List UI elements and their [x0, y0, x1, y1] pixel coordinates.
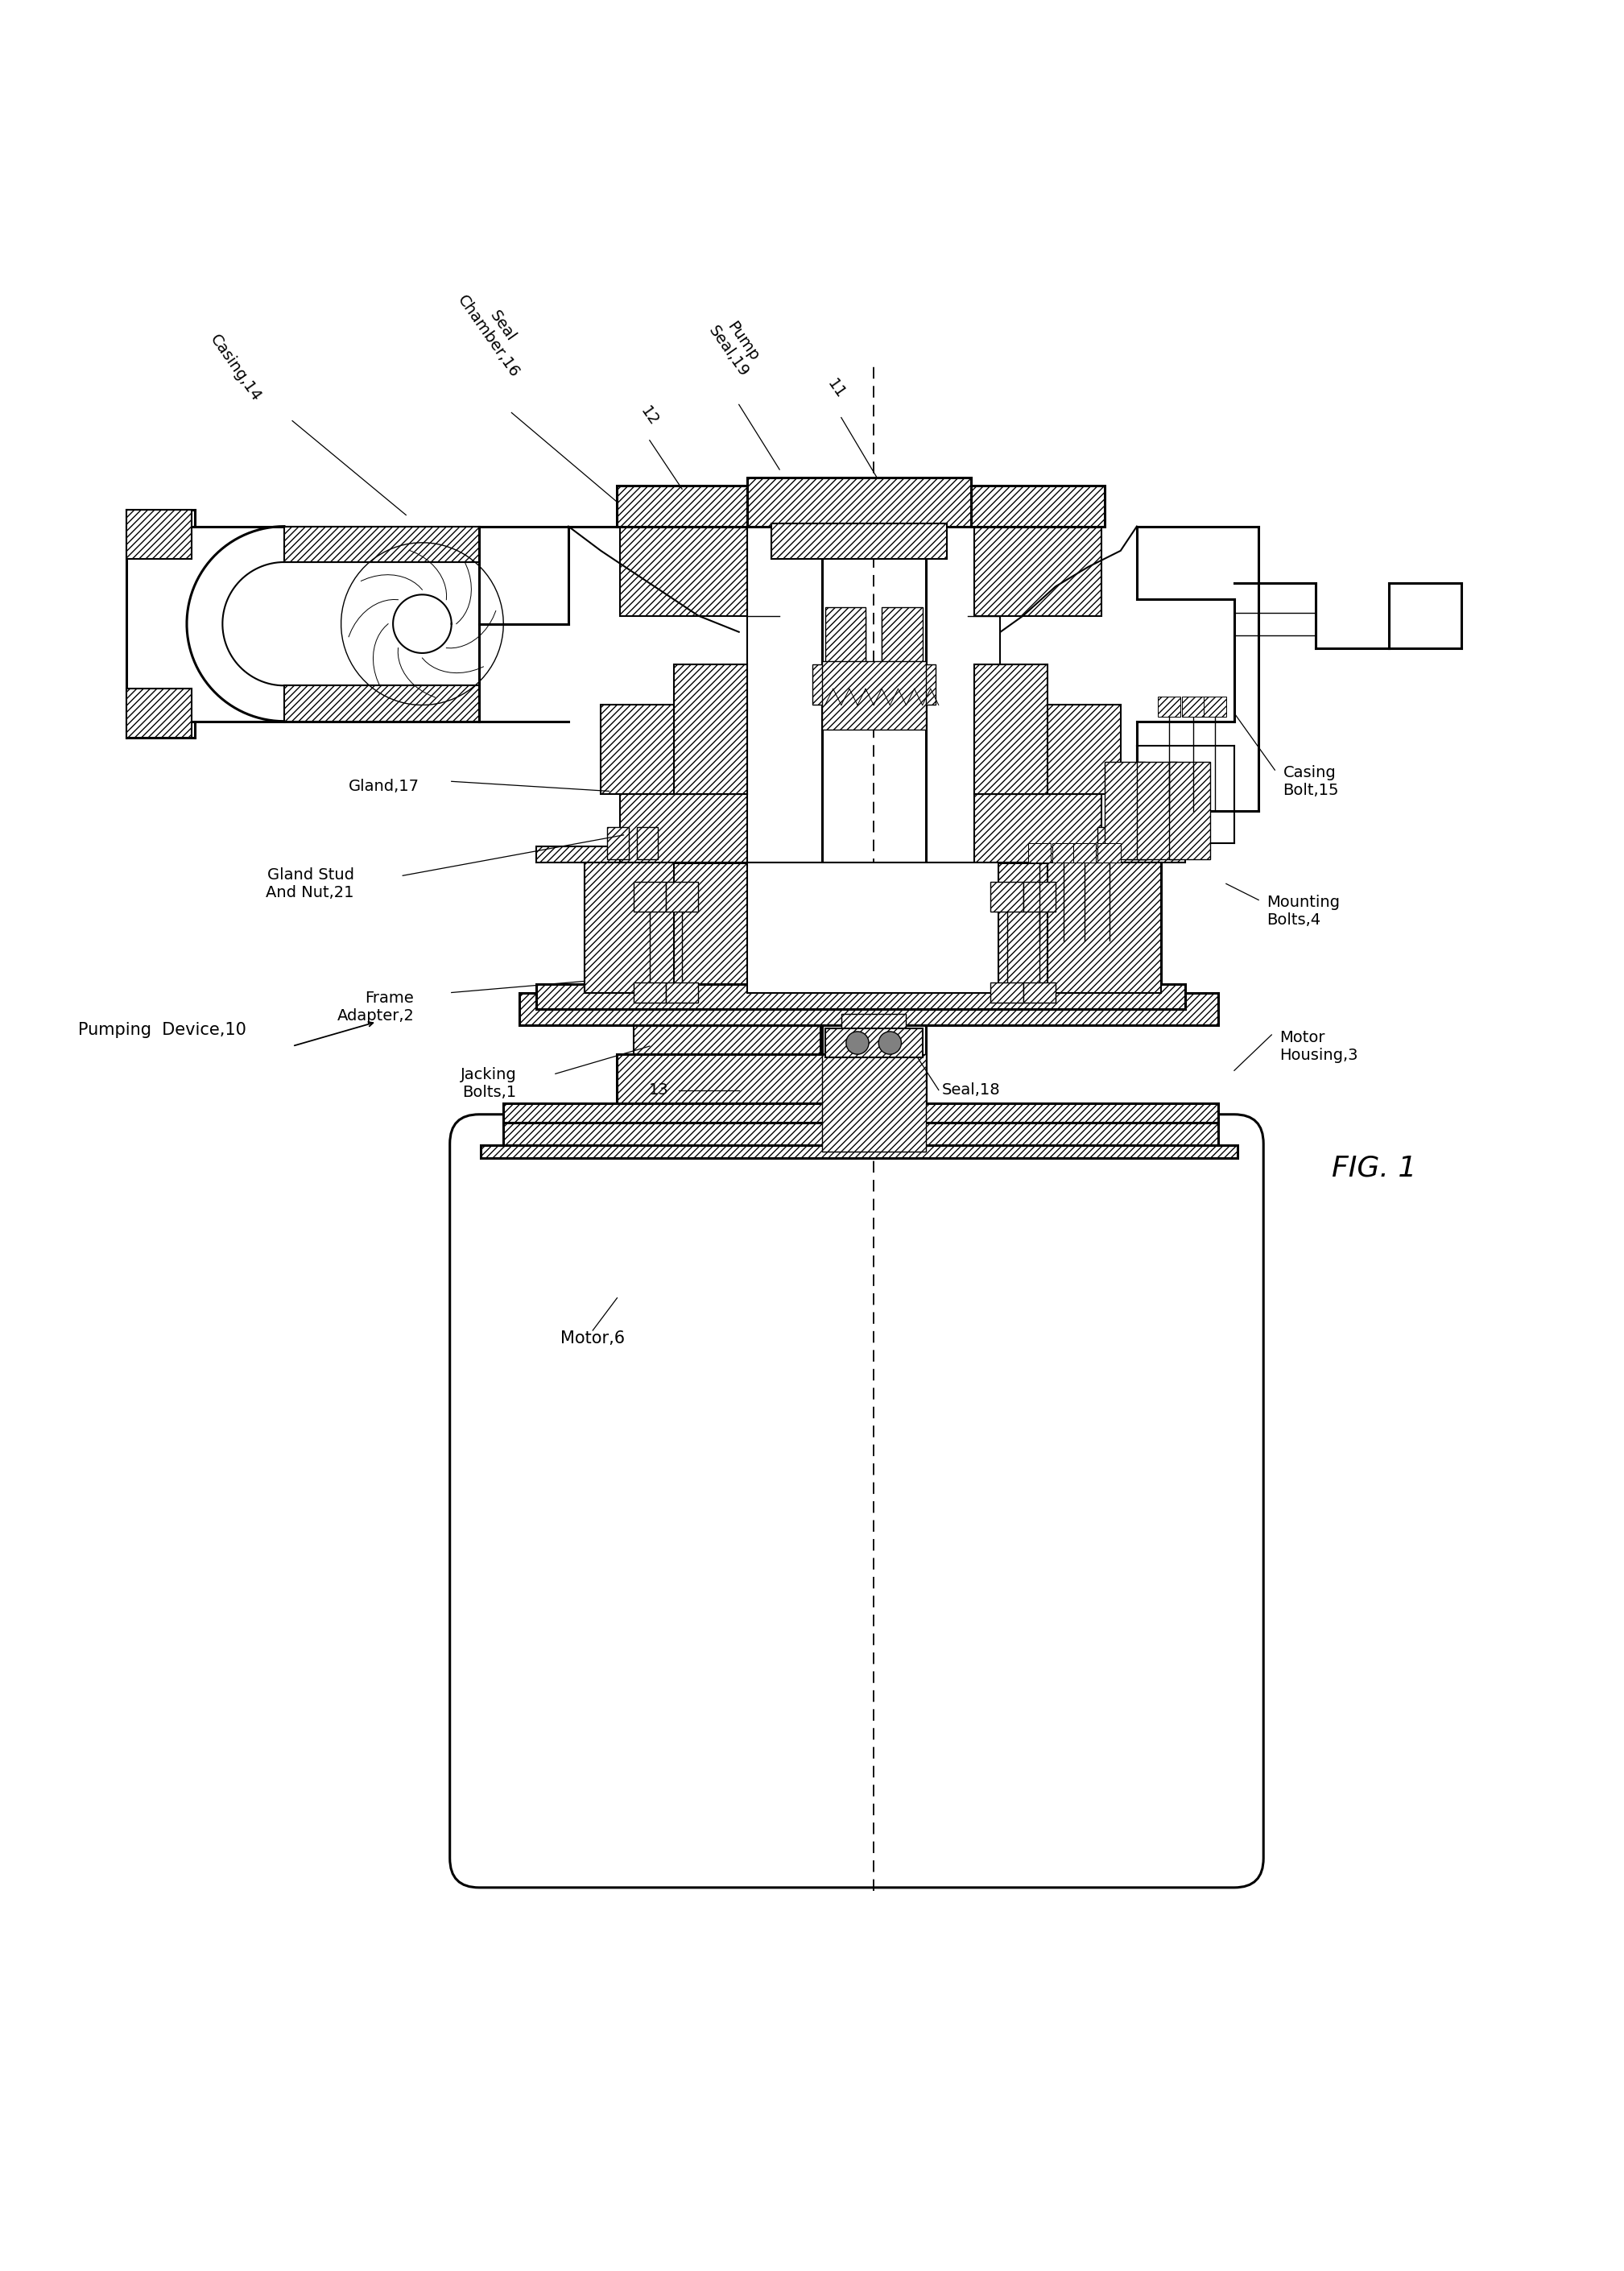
Bar — [481, 1145, 1237, 1158]
Bar — [1031, 847, 1186, 863]
Bar — [1137, 761, 1177, 858]
Bar — [1028, 843, 1051, 863]
Bar — [1052, 843, 1075, 863]
Bar — [127, 688, 192, 738]
Bar — [520, 992, 1218, 1024]
Bar — [674, 665, 747, 795]
Circle shape — [879, 1031, 901, 1054]
Bar — [974, 665, 1047, 795]
Bar — [617, 486, 747, 527]
Bar — [1023, 881, 1056, 911]
Text: Seal
Chamber,16: Seal Chamber,16 — [455, 282, 536, 379]
Bar — [812, 665, 935, 704]
Bar — [825, 609, 866, 665]
Bar — [1023, 983, 1056, 1002]
Text: Gland,17: Gland,17 — [348, 779, 419, 795]
Bar — [1158, 697, 1181, 715]
Text: Frame
Adapter,2: Frame Adapter,2 — [336, 990, 414, 1024]
Bar — [633, 1024, 820, 1054]
Bar — [601, 704, 747, 795]
Bar — [503, 1104, 1218, 1122]
Bar — [620, 795, 747, 863]
Bar — [833, 615, 866, 665]
Bar — [771, 522, 947, 559]
Bar — [607, 827, 628, 858]
Bar — [1169, 761, 1210, 858]
Bar — [974, 795, 1101, 863]
Bar — [882, 609, 922, 665]
Bar — [991, 983, 1023, 1002]
Bar — [284, 686, 479, 722]
Bar — [822, 1054, 926, 1151]
Bar — [1073, 843, 1096, 863]
Bar — [536, 983, 1186, 1008]
Text: Casing,14: Casing,14 — [206, 332, 265, 404]
Bar — [971, 486, 1104, 527]
Bar — [637, 827, 658, 858]
Text: Motor,6: Motor,6 — [560, 1331, 625, 1347]
Bar — [1104, 761, 1145, 858]
Text: Motor
Housing,3: Motor Housing,3 — [1280, 1029, 1358, 1063]
Bar — [822, 661, 926, 729]
Bar — [974, 527, 1101, 615]
Text: FIG. 1: FIG. 1 — [1332, 1154, 1416, 1181]
Bar — [841, 1013, 906, 1054]
Bar — [585, 863, 1161, 992]
Bar — [617, 1054, 836, 1104]
Bar — [747, 477, 971, 527]
Bar — [585, 863, 674, 992]
Bar — [1047, 863, 1161, 992]
Bar — [1203, 697, 1226, 715]
Text: 11: 11 — [825, 377, 848, 402]
Bar — [666, 881, 698, 911]
Text: Jacking
Bolts,1: Jacking Bolts,1 — [460, 1067, 516, 1099]
Bar — [1182, 697, 1205, 715]
Bar — [536, 847, 690, 863]
Bar — [284, 527, 479, 563]
Text: Gland Stud
And Nut,21: Gland Stud And Nut,21 — [266, 868, 354, 899]
Bar — [666, 983, 698, 1002]
Bar — [127, 511, 192, 559]
Bar — [991, 881, 1023, 911]
Text: 13: 13 — [650, 1083, 669, 1097]
Bar — [620, 527, 747, 615]
Text: Seal,18: Seal,18 — [942, 1083, 1000, 1097]
Text: 12: 12 — [638, 404, 661, 429]
Bar — [633, 881, 666, 911]
Text: Pump
Seal,19: Pump Seal,19 — [705, 313, 767, 379]
Text: Casing
Bolt,15: Casing Bolt,15 — [1283, 765, 1338, 797]
Bar — [825, 1029, 922, 1058]
Bar — [882, 615, 914, 665]
Bar — [1098, 843, 1121, 863]
Circle shape — [846, 1031, 869, 1054]
Bar — [633, 983, 666, 1002]
Text: Mounting
Bolts,4: Mounting Bolts,4 — [1267, 895, 1340, 929]
Bar — [1127, 827, 1148, 858]
Bar — [1098, 827, 1119, 858]
Bar — [974, 704, 1121, 795]
Text: Pumping  Device,10: Pumping Device,10 — [78, 1022, 247, 1038]
Bar — [503, 1122, 1218, 1151]
Bar — [747, 863, 999, 992]
